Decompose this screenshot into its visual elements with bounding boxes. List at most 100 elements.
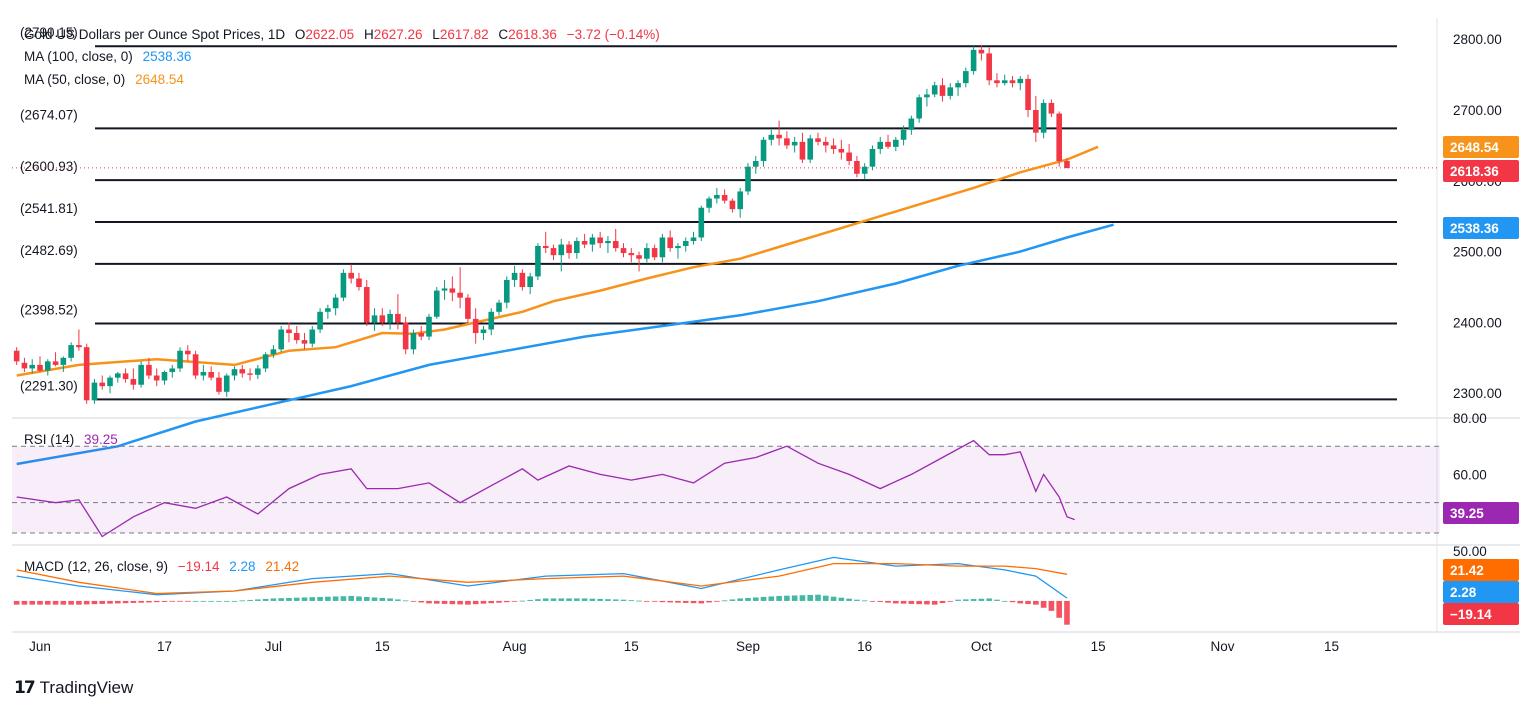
candle-body: [410, 333, 417, 350]
candle-body: [861, 166, 868, 174]
price-badges: 2648.54 2618.36 2538.36 39.25 21.42 2.28 −19.1…: [1443, 136, 1519, 625]
price-axis: 2300.002400.002500.002600.002700.002800.…: [1453, 32, 1502, 559]
candle-down: [472, 308, 479, 344]
candle-up: [947, 83, 954, 100]
candle-up: [504, 276, 510, 309]
macd-histogram-bar: [628, 600, 635, 601]
macd-histogram-bar: [262, 598, 269, 601]
candle-up: [659, 233, 666, 263]
macd-histogram-bar: [177, 600, 183, 602]
candle-down: [597, 231, 603, 249]
macd-hist-value: −19.14: [178, 559, 220, 574]
macd-histogram-bar: [511, 600, 518, 602]
candle-up: [706, 196, 712, 213]
rsi-label: RSI (14): [24, 432, 74, 447]
candle-body: [737, 191, 743, 210]
ohlc-high-key: H: [364, 27, 374, 42]
candle-down: [519, 269, 526, 291]
macd-histogram-bar: [122, 600, 129, 604]
badge-macd-hist-text: −19.14: [1450, 607, 1492, 622]
macd-histogram-bar: [363, 596, 370, 601]
macd-histogram-bar: [1056, 600, 1062, 618]
macd-histogram-bar: [465, 600, 471, 605]
candle-body: [612, 241, 619, 249]
level-label: (2482.69): [20, 243, 78, 258]
candle-body: [589, 237, 596, 245]
macd-histogram-bar: [527, 599, 533, 601]
macd-histogram-bar: [301, 597, 308, 601]
candle-up: [371, 308, 378, 331]
candle-body: [1009, 80, 1016, 84]
time-axis[interactable]: Jun 17 Jul 15 Aug 15 Sep 16 Oct 15 Nov 15: [29, 639, 1339, 654]
candle-body: [799, 141, 806, 160]
candle-body: [465, 297, 471, 319]
macd-histogram-bar: [978, 598, 985, 601]
candle-down: [729, 198, 736, 213]
candle-body: [115, 373, 121, 378]
macd-histogram-bar: [293, 597, 300, 601]
time-tick-label: Jul: [265, 639, 282, 654]
candle-body: [107, 377, 113, 387]
candle-up: [511, 265, 518, 288]
candle-body: [325, 308, 331, 312]
candle-up: [231, 366, 238, 381]
macd-histogram-bar: [807, 594, 814, 601]
candle-body: [177, 350, 183, 369]
macd-histogram-bar: [644, 600, 650, 602]
grid-layer: [12, 18, 1520, 633]
macd-histogram-bar: [208, 600, 214, 602]
candle-up: [169, 364, 176, 378]
macd-histogram-bar: [737, 598, 743, 601]
candle-body: [908, 118, 915, 130]
candle-body: [340, 272, 347, 298]
macd-histogram-bar: [1064, 600, 1070, 625]
badge-ma100: 2538.36: [1443, 217, 1519, 239]
macd-histogram-bar: [44, 600, 51, 605]
candle-down: [550, 244, 557, 261]
candle-down: [1009, 76, 1016, 88]
candle-up: [325, 304, 331, 319]
macd-histogram-bar: [107, 600, 113, 604]
candle-body: [963, 71, 969, 84]
macd-histogram-bar: [1048, 600, 1055, 611]
candle-down: [153, 368, 160, 387]
svg-text:MACD (12, 26, close, 9): MACD (12, 26, close, 9) −19.14 2.28 21.4…: [24, 559, 299, 574]
candle-body: [729, 200, 736, 210]
candle-body: [76, 345, 82, 348]
candle-body: [877, 141, 884, 149]
candle-body: [822, 141, 829, 146]
candle-body: [947, 87, 954, 96]
macd-histogram-bar: [138, 600, 144, 603]
macd-histogram-bar: [706, 600, 712, 603]
candle-down: [402, 316, 409, 355]
candle-up: [869, 145, 876, 171]
candle-down: [978, 44, 985, 61]
candle-body: [99, 382, 106, 387]
ohlc-low: 2617.82: [440, 27, 489, 42]
macd-histogram-bar: [558, 598, 565, 601]
candle-body: [402, 322, 409, 350]
candle-down: [885, 134, 891, 149]
candle-down: [612, 228, 619, 252]
candle-up: [752, 156, 759, 174]
candle-up: [916, 94, 922, 123]
badge-ma50-bg: [1443, 136, 1519, 158]
macd-histogram-bar: [667, 600, 673, 603]
macd-histogram-bar: [877, 600, 884, 602]
macd-histogram-bar: [854, 599, 860, 601]
candle-up: [223, 373, 230, 397]
badge-macd-line-text: 2.28: [1450, 585, 1477, 600]
candle-down: [348, 264, 354, 284]
candle-up: [91, 379, 98, 404]
macd-histogram-bar: [885, 600, 891, 603]
macd-histogram-bar: [192, 600, 199, 602]
candle-body: [628, 253, 635, 256]
ohlc-open-key: O: [295, 27, 306, 42]
candle-body: [441, 288, 448, 291]
candle-down: [776, 120, 782, 146]
candle-down: [146, 357, 152, 380]
tradingview-logo[interactable]: 𝟭𝟳 TradingView: [14, 678, 133, 698]
candle-up: [690, 231, 697, 245]
candle-up: [29, 359, 36, 374]
